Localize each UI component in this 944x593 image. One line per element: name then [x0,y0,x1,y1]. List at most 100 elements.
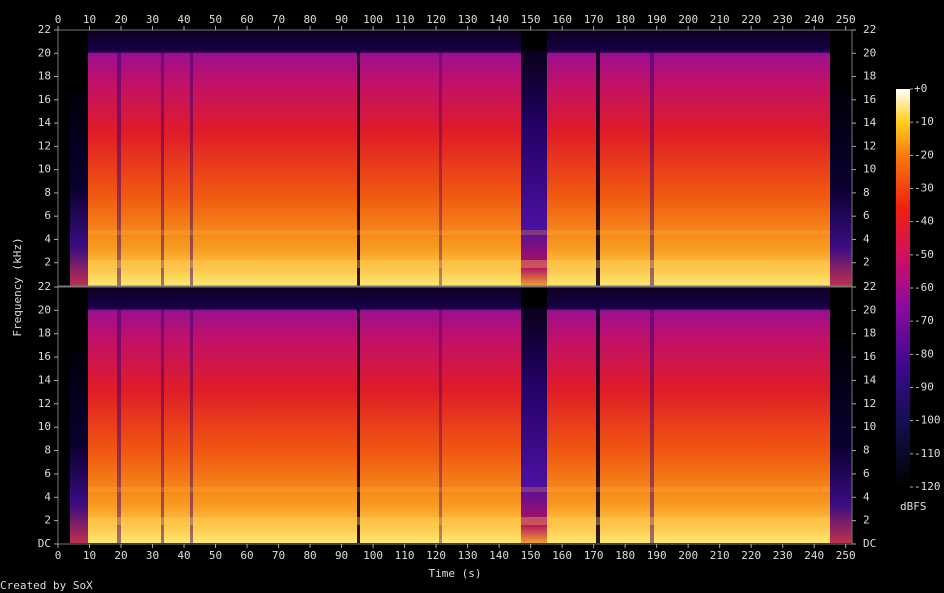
colorbar-tick-label: -60 [914,281,934,294]
x-tick-label: 160 [552,13,572,26]
colorbar-tick-label: -80 [914,347,934,360]
y-tick-label: 8 [44,444,51,457]
y-tick-label: 8 [863,444,870,457]
x-tick-label: 10 [83,549,96,562]
x-tick-label: 50 [209,13,222,26]
x-tick-label: 120 [426,13,446,26]
y-tick-label: 2 [44,256,51,269]
y-tick-label: 20 [863,46,876,59]
colorbar-tick-label: -70 [914,314,934,327]
y-tick-label: 12 [863,397,876,410]
x-tick-label: 30 [146,549,159,562]
x-tick-label: 180 [615,13,635,26]
y-tick-label: 4 [44,232,51,245]
x-tick-label: 0 [55,13,62,26]
x-tick-label: 250 [836,549,856,562]
colorbar-label: dBFS [900,500,927,513]
x-tick-label: 70 [272,549,285,562]
x-tick-label: 170 [584,13,604,26]
colorbar-tick-label: -90 [914,381,934,394]
y-tick-label: 22 [38,23,51,36]
x-tick-label: 220 [741,549,761,562]
x-tick-label: 160 [552,549,572,562]
colorbar-tick-label: +0 [914,82,927,95]
y-tick-label: 12 [38,397,51,410]
x-tick-label: 150 [521,13,541,26]
x-tick-label: 180 [615,549,635,562]
x-tick-label: 40 [177,13,190,26]
x-tick-label: 140 [489,549,509,562]
x-tick-label: 170 [584,549,604,562]
y-tick-label: 22 [863,280,876,293]
colorbar-tick-label: -10 [914,115,934,128]
x-tick-label: 230 [773,13,793,26]
y-tick-label: 16 [863,350,876,363]
y-tick-label: DC [863,537,876,550]
colorbar-tick-label: -120 [914,480,941,493]
y-tick-label: 18 [38,70,51,83]
y-tick-label: 8 [863,186,870,199]
y-tick-label: DC [38,537,51,550]
x-tick-label: 210 [710,549,730,562]
x-tick-label: 30 [146,13,159,26]
x-tick-label: 100 [363,549,383,562]
y-tick-label: 22 [38,280,51,293]
y-tick-label: 12 [863,139,876,152]
x-tick-label: 130 [458,549,478,562]
y-tick-label: 18 [38,327,51,340]
colorbar-tick-label: -110 [914,447,941,460]
footer: Created by SoX [0,579,93,592]
x-tick-label: 40 [177,549,190,562]
x-tick-label: 240 [804,13,824,26]
y-tick-label: 16 [863,93,876,106]
x-tick-label: 60 [240,549,253,562]
x-tick-label: 120 [426,549,446,562]
y-tick-label: 6 [44,209,51,222]
y-tick-label: 18 [863,70,876,83]
x-tick-label: 20 [114,549,127,562]
y-tick-label: 14 [863,373,877,386]
y-tick-label: 14 [38,116,52,129]
x-tick-label: 90 [335,13,348,26]
y-tick-label: 12 [38,139,51,152]
x-tick-label: 60 [240,13,253,26]
x-tick-label: 190 [647,13,667,26]
y-tick-label: 22 [863,23,876,36]
y-tick-label: 6 [863,467,870,480]
y-tick-label: 4 [863,232,870,245]
x-tick-label: 200 [678,13,698,26]
colorbar [896,89,910,487]
x-tick-label: 210 [710,13,730,26]
x-tick-label: 0 [55,549,62,562]
x-tick-label: 140 [489,13,509,26]
x-tick-label: 150 [521,549,541,562]
colorbar-tick-label: -100 [914,414,941,427]
y-tick-label: 2 [863,514,870,527]
colorbar-tick-label: -50 [914,248,934,261]
y-tick-label: 14 [863,116,877,129]
x-tick-label: 240 [804,549,824,562]
y-axis-label: Frequency (kHz) [11,237,24,336]
y-tick-label: 20 [863,303,876,316]
x-tick-label: 110 [395,549,415,562]
x-tick-label: 130 [458,13,478,26]
y-tick-label: 6 [863,209,870,222]
x-tick-label: 50 [209,549,222,562]
x-tick-label: 90 [335,549,348,562]
x-tick-label: 110 [395,13,415,26]
x-tick-label: 190 [647,549,667,562]
y-tick-label: 16 [38,350,51,363]
x-tick-label: 200 [678,549,698,562]
y-tick-label: 6 [44,467,51,480]
colorbar-tick-label: -30 [914,182,934,195]
y-tick-label: 14 [38,373,52,386]
y-tick-label: 4 [863,490,870,503]
x-tick-label: 100 [363,13,383,26]
y-tick-label: 10 [38,420,51,433]
y-tick-label: 10 [863,163,876,176]
y-tick-label: 2 [44,514,51,527]
x-tick-label: 80 [303,549,316,562]
x-tick-label: 70 [272,13,285,26]
